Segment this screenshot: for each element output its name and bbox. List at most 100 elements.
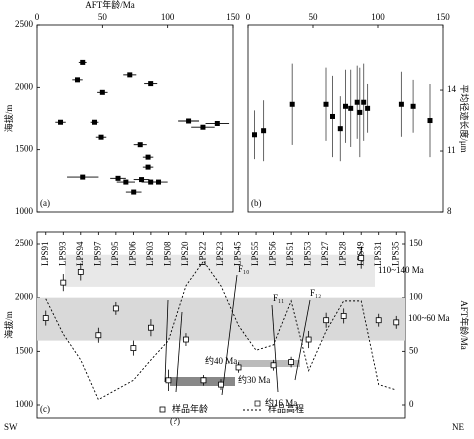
- category-label: LPS45: [233, 241, 243, 266]
- point: [330, 113, 335, 119]
- point: [214, 120, 220, 126]
- age-point: [270, 362, 277, 369]
- x-tick-label: 0: [246, 12, 251, 22]
- point: [80, 59, 86, 65]
- fault: [175, 311, 183, 393]
- age-point: [288, 359, 294, 365]
- y-axis-title: 平均径迹长度/μm: [459, 84, 470, 152]
- point: [337, 126, 343, 132]
- y-tick-label: 2000: [15, 81, 34, 91]
- point: [145, 164, 151, 170]
- x-tick-label: 150: [226, 12, 240, 22]
- category-label: LPS97: [92, 241, 102, 266]
- age-point: [200, 377, 207, 384]
- legend-label: 样品年龄: [172, 403, 208, 414]
- y2-axis-title: AFT年龄/Ma: [459, 300, 470, 350]
- point: [427, 118, 433, 124]
- age-point: [305, 336, 312, 343]
- y-tick-label: 150: [409, 238, 423, 248]
- point: [127, 72, 133, 78]
- age-point: [218, 381, 224, 388]
- direction-label: NE: [452, 422, 464, 432]
- point: [75, 77, 81, 83]
- legend-label: 样品高程: [268, 403, 304, 414]
- age-point: [95, 332, 102, 339]
- point: [137, 142, 143, 148]
- annotation: F₁₁: [273, 293, 284, 303]
- point: [343, 103, 348, 109]
- y-axis-title: 海拔/m: [3, 105, 14, 133]
- category-label: LPS22: [198, 241, 208, 266]
- point: [361, 99, 367, 105]
- y-tick-label: 2500: [15, 238, 34, 248]
- y-tick-label: 100: [409, 292, 423, 302]
- annotation: 约16 Ma: [265, 397, 297, 408]
- category-label: LPS93: [57, 241, 67, 266]
- age-point: [340, 313, 347, 319]
- point: [365, 105, 371, 111]
- band-label: 110~140 Ma: [378, 265, 424, 275]
- point: [145, 154, 151, 160]
- point: [148, 81, 154, 87]
- age-point: [393, 319, 400, 326]
- fault: [164, 299, 169, 383]
- y-tick-label: 1500: [15, 144, 34, 154]
- x-tick-label: 150: [436, 12, 450, 22]
- fault: [221, 274, 238, 396]
- category-label: LPS56: [268, 241, 278, 266]
- panel-label: (c): [40, 404, 50, 414]
- category-label: LPS06: [127, 241, 137, 266]
- age-point: [112, 305, 119, 312]
- point: [98, 134, 104, 140]
- panel-label: (a): [40, 198, 50, 208]
- point: [156, 179, 162, 185]
- point: [91, 119, 97, 125]
- point: [289, 101, 295, 107]
- category-label: LPS27: [320, 241, 330, 266]
- legend-marker: [159, 406, 166, 413]
- fault: [271, 304, 279, 393]
- point: [123, 179, 129, 185]
- category-label: LPS35: [390, 241, 400, 266]
- point: [410, 103, 416, 109]
- category-label: LPS49: [355, 241, 365, 266]
- x-tick-label: 50: [98, 12, 108, 22]
- x-tick-label: 100: [371, 12, 385, 22]
- point: [357, 109, 363, 115]
- y-tick-label: 11: [447, 145, 456, 155]
- age-point: [77, 269, 84, 275]
- point: [323, 101, 329, 107]
- point: [200, 124, 206, 130]
- point: [261, 128, 267, 134]
- panel-b-frame: [247, 24, 444, 213]
- age-point: [60, 279, 67, 286]
- age-point: [148, 324, 154, 331]
- point: [186, 118, 192, 124]
- category-label: LPS08: [162, 241, 172, 266]
- y-tick-label: 0: [409, 399, 414, 409]
- point: [354, 99, 360, 105]
- age-point: [235, 364, 242, 371]
- point: [348, 105, 354, 111]
- point: [58, 119, 64, 125]
- annotation: F₁₂: [310, 288, 321, 298]
- category-label: LPS94: [75, 241, 85, 266]
- panel-label: (b): [251, 198, 262, 208]
- point: [115, 175, 121, 181]
- age-band: [37, 297, 405, 341]
- category-label: LPS51: [285, 241, 295, 266]
- category-label: LPS20: [180, 241, 190, 266]
- category-label: LPS28: [338, 241, 348, 266]
- point: [252, 132, 257, 138]
- band-label: 100~60 Ma: [408, 313, 450, 323]
- category-label: LPS55: [250, 241, 260, 266]
- age-point: [130, 345, 137, 352]
- age-point: [165, 377, 172, 384]
- y-tick-label: 1500: [15, 345, 34, 355]
- category-label: LPS23: [215, 241, 225, 266]
- x-tick-label: 50: [309, 12, 319, 22]
- age-band: [65, 254, 375, 287]
- category-label: LPS31: [373, 241, 383, 266]
- y-axis-title: 海拔/m: [3, 311, 14, 339]
